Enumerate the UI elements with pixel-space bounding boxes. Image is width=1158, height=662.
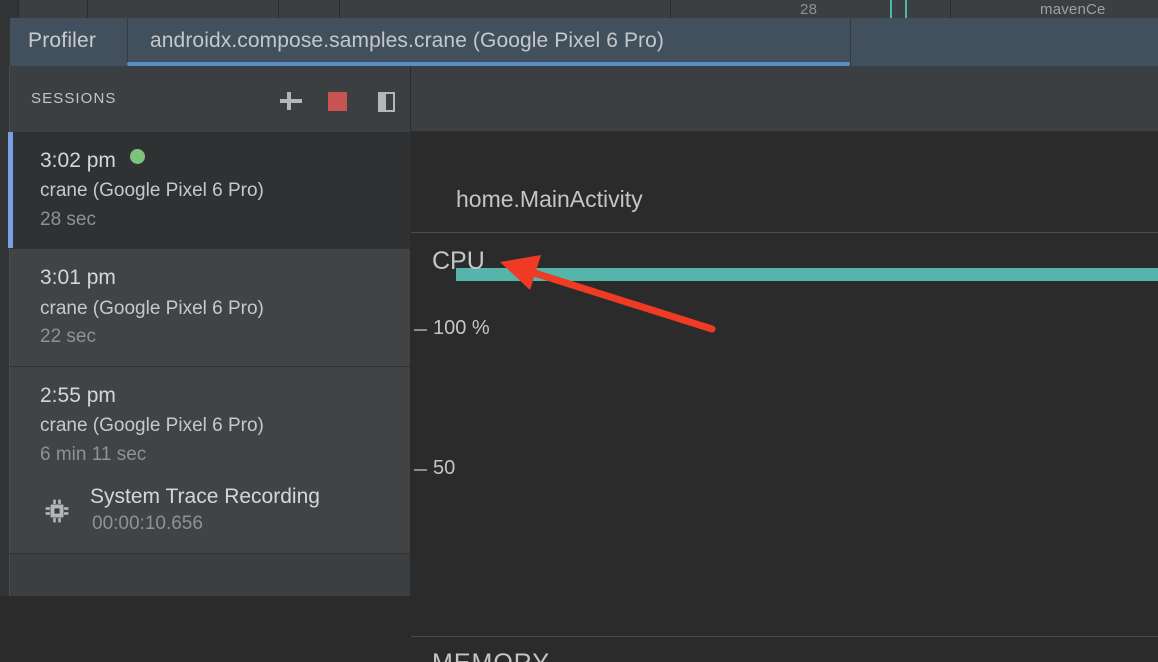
monitor-timeline: home.MainActivity CPU 100 % 50 MEMORY [411,132,1158,662]
stop-recording-button[interactable] [325,88,351,114]
session-device: crane (Google Pixel 6 Pro) [40,297,264,319]
session-duration: 22 sec [40,326,96,348]
strip-right-label: mavenCe [1040,1,1106,18]
cpu-axis-label-100: 100 % [433,317,490,339]
cpu-axis-label-50: 50 [433,457,456,479]
sessions-header: SESSIONS [10,66,410,133]
cpu-monitor-section[interactable]: CPU [411,233,1158,596]
strip-teal-tick-1 [890,0,892,18]
strip-divider [950,0,951,18]
artifact-title: System Trace Recording [90,485,320,509]
strip-teal-tick-2 [905,0,907,18]
session-device: crane (Google Pixel 6 Pro) [40,415,264,437]
session-time-row: 3:01 pm [40,263,410,293]
tab-session-target-label[interactable]: androidx.compose.samples.crane (Google P… [150,29,665,52]
session-time: 2:55 pm [40,383,116,407]
session-time-row: 2:55 pm [40,381,410,411]
activity-name-label: home.MainActivity [456,186,643,212]
memory-section-title: MEMORY [432,649,550,662]
memory-section-divider [411,636,1158,637]
tab-profiler-label[interactable]: Profiler [28,29,97,52]
session-time: 3:01 pm [40,266,116,290]
editor-tab-strip-clipped: 28 mavenCe [0,0,1158,18]
tab-separator-left [127,18,128,66]
tab-bar-gutter [0,18,10,66]
session-time: 3:02 pm [40,149,116,172]
strip-segment-a [19,0,88,18]
artifact-text-block: System Trace Recording 00:00:10.656 [90,483,320,539]
session-duration: 28 sec [40,208,96,230]
monitor-toolbar [411,66,1158,132]
live-session-dot-icon [130,149,146,164]
session-item[interactable]: 3:02 pm crane (Google Pixel 6 Pro) 28 se… [8,132,410,250]
monitor-area: home.MainActivity CPU 100 % 50 MEMORY [411,66,1158,662]
session-list: 3:02 pm crane (Google Pixel 6 Pro) 28 se… [8,132,410,596]
cpu-chip-icon [44,498,70,524]
strip-number-label: 28 [800,1,818,18]
session-item[interactable]: 2:55 pm crane (Google Pixel 6 Pro) 6 min… [10,366,410,554]
stop-square-icon [328,92,347,111]
session-time-row: 3:02 pm [40,146,410,176]
toggle-sessions-panel-button[interactable] [373,88,399,114]
event-track[interactable] [411,132,1158,233]
sessions-panel-gutter [0,66,10,596]
cpu-axis-tick-100 [414,329,427,331]
profiler-tab-bar: Profiler androidx.compose.samples.crane … [0,18,1158,66]
sessions-panel: SESSIONS 3:02 pm crane (Google Pixel 6 P… [0,66,411,596]
artifact-timestamp: 00:00:10.656 [92,513,203,535]
cpu-axis-tick-50 [414,469,427,471]
strip-gutter [0,0,19,18]
tab-separator-right [850,18,851,66]
session-artifact-row[interactable]: System Trace Recording 00:00:10.656 [44,483,410,539]
sessions-title: SESSIONS [31,90,117,107]
add-session-button[interactable] [278,88,304,114]
active-tab-underline [127,62,850,66]
cpu-section-title: CPU [432,247,485,275]
strip-segment-d [340,0,671,18]
strip-segment-b [88,0,279,18]
panel-layout-icon [378,92,395,112]
session-item[interactable]: 3:01 pm crane (Google Pixel 6 Pro) 22 se… [10,249,410,367]
session-device: crane (Google Pixel 6 Pro) [40,180,264,202]
session-duration: 6 min 11 sec [40,443,147,465]
selection-indicator [8,132,13,249]
strip-segment-c [279,0,340,18]
